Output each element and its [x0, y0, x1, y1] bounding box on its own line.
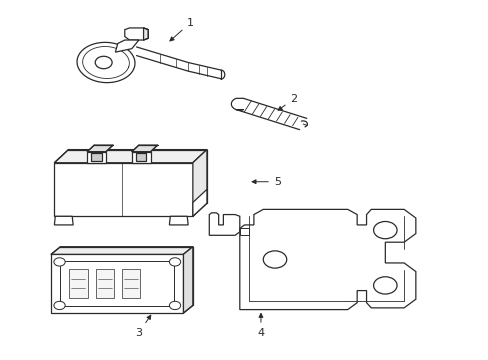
Circle shape: [54, 258, 65, 266]
Polygon shape: [192, 150, 206, 216]
Polygon shape: [91, 153, 102, 161]
Circle shape: [169, 301, 180, 310]
Polygon shape: [121, 269, 140, 298]
Polygon shape: [115, 40, 139, 52]
Polygon shape: [69, 269, 87, 298]
Polygon shape: [132, 152, 150, 163]
Polygon shape: [209, 213, 239, 235]
Circle shape: [373, 221, 396, 239]
Circle shape: [263, 251, 286, 268]
Polygon shape: [143, 28, 148, 40]
Circle shape: [373, 277, 396, 294]
Polygon shape: [87, 145, 113, 152]
Polygon shape: [136, 153, 146, 161]
Polygon shape: [54, 163, 192, 216]
Polygon shape: [169, 216, 188, 225]
Circle shape: [54, 301, 65, 310]
Polygon shape: [239, 210, 415, 310]
Polygon shape: [54, 216, 73, 225]
Polygon shape: [96, 269, 114, 298]
Polygon shape: [51, 247, 192, 254]
Text: 4: 4: [257, 314, 264, 338]
Polygon shape: [54, 150, 206, 163]
Polygon shape: [124, 28, 148, 40]
Text: 2: 2: [278, 94, 297, 110]
Text: 5: 5: [252, 177, 280, 187]
Polygon shape: [239, 228, 249, 235]
Text: 3: 3: [135, 315, 150, 338]
Polygon shape: [183, 247, 192, 313]
Text: 1: 1: [170, 18, 194, 41]
Polygon shape: [77, 42, 135, 83]
Polygon shape: [132, 145, 157, 152]
Polygon shape: [87, 152, 106, 163]
Circle shape: [169, 258, 180, 266]
Circle shape: [95, 56, 112, 69]
Polygon shape: [192, 189, 206, 216]
Polygon shape: [51, 254, 183, 313]
Polygon shape: [61, 261, 174, 306]
